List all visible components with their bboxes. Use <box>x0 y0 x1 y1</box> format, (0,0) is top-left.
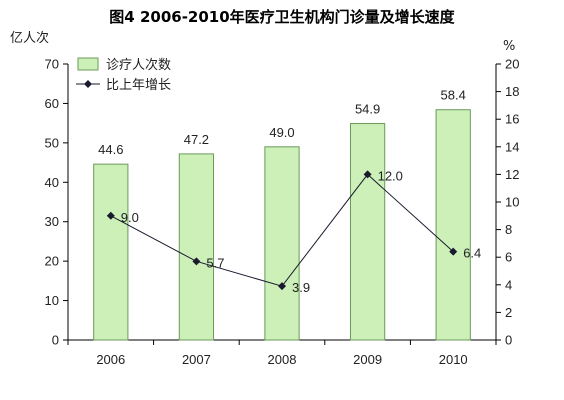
left-tick-label: 0 <box>52 333 59 348</box>
legend-line-marker <box>84 80 92 88</box>
right-tick-label: 18 <box>505 84 519 99</box>
right-tick-label: 4 <box>505 277 512 292</box>
left-tick-label: 50 <box>45 135 59 150</box>
growth-value-label: 6.4 <box>463 246 481 261</box>
plot-area: 0 10 20 30 40 50 60 70 0 2 4 6 8 10 12 14 16 18 20 2006 2007… <box>45 57 520 368</box>
bar <box>178 153 215 341</box>
left-axis-unit: 亿人次 <box>10 30 49 46</box>
bar <box>349 123 386 341</box>
bar-value-label: 49.0 <box>269 125 294 140</box>
growth-point <box>363 170 372 179</box>
x-tick-label: 2007 <box>182 352 211 367</box>
growth-point <box>449 247 458 256</box>
left-tick-label: 40 <box>45 175 59 190</box>
chart-title: 图4 2006-2010年医疗卫生机构门诊量及增长速度 <box>109 8 455 26</box>
right-tick-label: 16 <box>505 112 519 127</box>
growth-value-label: 5.7 <box>206 255 224 270</box>
left-tick-label: 70 <box>45 57 59 72</box>
growth-value-label: 3.9 <box>292 280 310 295</box>
left-tick-label: 60 <box>45 96 59 111</box>
left-tick-label: 10 <box>45 293 59 308</box>
bar <box>93 163 129 341</box>
right-tick-label: 2 <box>505 305 512 320</box>
bar-value-label: 54.9 <box>355 102 380 117</box>
bar <box>264 146 300 341</box>
right-tick-label: 8 <box>505 222 512 237</box>
x-tick-label: 2008 <box>268 352 297 367</box>
bar-value-label: 44.6 <box>98 142 123 157</box>
growth-point <box>278 282 286 291</box>
right-tick-label: 14 <box>505 139 519 154</box>
growth-value-label: 12.0 <box>378 168 403 183</box>
x-tick-label: 2010 <box>439 352 468 367</box>
growth-point <box>192 257 201 266</box>
bar <box>435 109 471 341</box>
legend-line-label: 比上年增长 <box>106 78 171 93</box>
right-tick-label: 20 <box>505 57 519 72</box>
growth-point <box>106 211 115 220</box>
growth-value-label: 9.0 <box>121 210 139 225</box>
left-tick-label: 20 <box>45 254 59 269</box>
right-axis-unit: % <box>503 39 515 54</box>
bar-value-label: 58.4 <box>441 88 466 103</box>
legend-bar-label: 诊疗人次数 <box>106 57 171 73</box>
left-tick-label: 30 <box>45 214 59 229</box>
right-tick-label: 6 <box>505 250 512 265</box>
x-tick-label: 2006 <box>96 352 125 367</box>
right-tick-label: 0 <box>505 333 512 348</box>
bar-value-label: 47.2 <box>184 132 209 147</box>
x-tick-label: 2009 <box>353 352 382 367</box>
right-tick-label: 12 <box>505 167 519 182</box>
legend-bar-swatch <box>77 57 99 71</box>
right-tick-label: 10 <box>505 195 519 210</box>
